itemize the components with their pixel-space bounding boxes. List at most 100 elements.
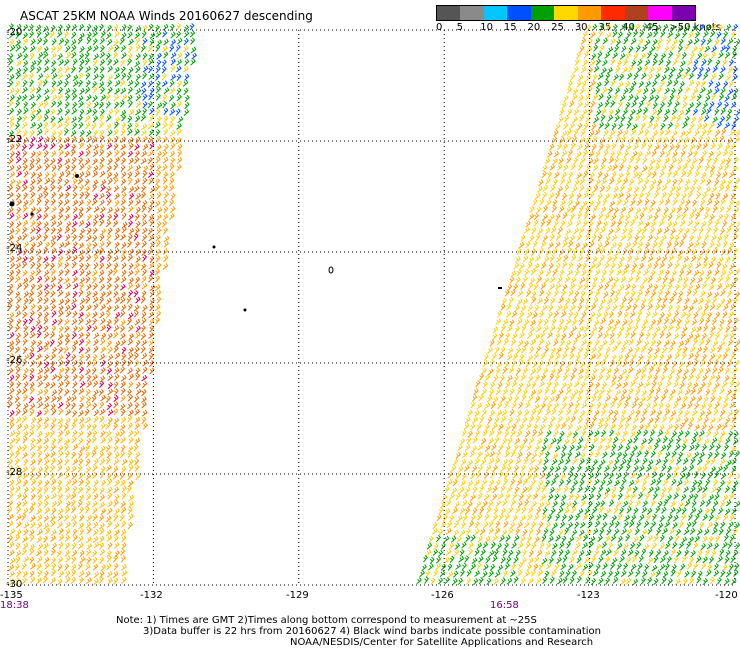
wind-barb xyxy=(638,191,644,200)
wind-barb xyxy=(466,577,472,585)
wind-barb xyxy=(645,331,651,340)
wind-barb xyxy=(597,331,603,339)
wind-barb xyxy=(92,283,98,291)
wind-barb xyxy=(470,401,476,409)
wind-barb xyxy=(416,577,422,585)
wind-barb xyxy=(645,150,651,157)
wind-barb xyxy=(92,359,98,367)
wind-barb xyxy=(626,506,632,514)
wind-barb xyxy=(692,431,699,439)
wind-barb xyxy=(93,415,99,424)
wind-barb xyxy=(592,135,598,143)
wind-barb xyxy=(175,65,182,73)
wind-barb xyxy=(141,339,148,347)
wind-barb xyxy=(29,423,36,431)
wind-barb xyxy=(141,213,147,221)
wind-barb xyxy=(497,423,504,431)
wind-barb xyxy=(9,422,15,430)
wind-barb xyxy=(536,438,543,445)
wind-barb xyxy=(161,72,167,81)
wind-barb xyxy=(58,304,64,313)
wind-barb xyxy=(78,570,85,578)
wind-barb xyxy=(606,256,613,263)
wind-barb xyxy=(682,577,688,586)
wind-barb xyxy=(57,479,63,488)
wind-barb xyxy=(23,486,29,494)
wind-barb xyxy=(28,297,34,305)
wind-barb xyxy=(79,445,86,453)
wind-barb xyxy=(729,262,735,270)
wind-barb xyxy=(644,563,650,572)
wind-barb xyxy=(113,486,119,494)
wind-barb xyxy=(127,430,134,438)
wind-barb xyxy=(92,58,98,67)
wind-barb xyxy=(50,303,57,312)
wind-barb xyxy=(714,87,720,95)
wind-barb xyxy=(107,268,114,277)
wind-barb xyxy=(704,163,710,172)
island-marker xyxy=(328,266,334,274)
wind-barb xyxy=(704,67,711,75)
wind-barb xyxy=(586,408,593,416)
wind-barb xyxy=(142,37,148,46)
lat-label: -26 xyxy=(6,355,23,366)
wind-barb xyxy=(559,521,566,529)
wind-barb xyxy=(565,228,571,236)
wind-barb xyxy=(14,534,21,542)
wind-barb xyxy=(515,256,521,264)
wind-barb xyxy=(119,59,125,67)
wind-barb xyxy=(569,73,576,81)
wind-barb xyxy=(595,563,601,571)
wind-barb xyxy=(43,402,50,410)
wind-barb xyxy=(710,576,715,585)
wind-barb xyxy=(170,31,176,39)
wind-barb xyxy=(658,472,664,480)
wind-barb xyxy=(732,480,739,488)
wind-barb xyxy=(634,478,640,486)
wind-barb xyxy=(511,310,518,318)
wind-barb xyxy=(649,158,656,166)
wind-barb xyxy=(141,389,147,397)
wind-barb xyxy=(691,45,698,53)
wind-barb xyxy=(127,367,133,375)
wind-barb xyxy=(16,235,22,243)
wind-barb xyxy=(622,319,628,327)
wind-barb xyxy=(664,66,670,74)
wind-barb xyxy=(64,226,71,234)
wind-barb xyxy=(624,422,630,430)
wind-barb xyxy=(64,38,70,47)
wind-barb xyxy=(64,108,71,116)
wind-barb xyxy=(63,374,69,382)
wind-barb xyxy=(64,142,70,150)
wind-barb xyxy=(78,171,85,179)
wind-barb xyxy=(8,87,15,95)
wind-barb xyxy=(723,163,730,171)
wind-barb xyxy=(58,534,65,542)
wind-barb xyxy=(634,346,640,354)
wind-barb xyxy=(702,577,708,586)
wind-barb xyxy=(113,317,119,325)
wind-barb xyxy=(637,562,643,571)
wind-barb xyxy=(156,59,162,68)
wind-barb xyxy=(43,325,49,333)
wind-barb xyxy=(106,165,112,173)
wind-barb xyxy=(610,79,616,87)
wind-barb xyxy=(541,444,547,452)
wind-barb xyxy=(656,179,663,187)
wind-barb xyxy=(582,534,589,542)
wind-barb xyxy=(30,206,36,214)
wind-barb xyxy=(622,500,629,508)
wind-barb xyxy=(191,52,197,60)
wind-barb xyxy=(661,184,668,192)
wind-barb xyxy=(694,513,700,521)
wind-barb xyxy=(56,79,63,87)
wind-barb xyxy=(672,198,678,206)
wind-barb xyxy=(92,514,98,522)
wind-barb xyxy=(612,345,618,353)
wind-barb xyxy=(156,102,163,110)
wind-barb xyxy=(687,402,693,410)
wind-barb xyxy=(512,353,519,361)
wind-barb xyxy=(535,254,541,262)
wind-barb xyxy=(637,128,644,136)
